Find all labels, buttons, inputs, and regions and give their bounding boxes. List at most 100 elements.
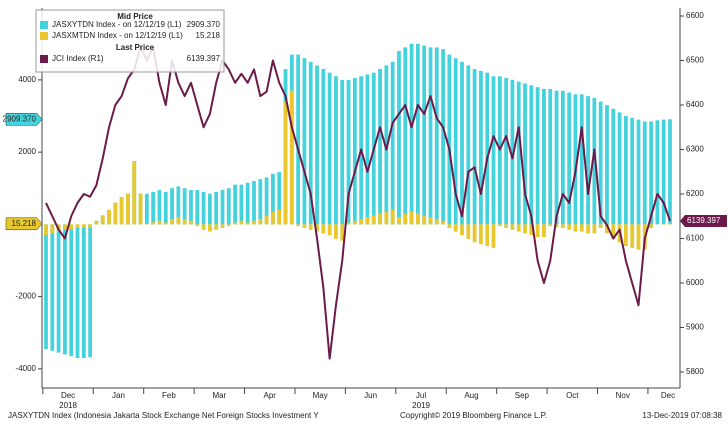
y2-tick-label: 6500 <box>686 56 704 65</box>
bar <box>422 45 427 225</box>
footer-right: 13-Dec-2019 07:08:38 <box>642 411 722 420</box>
bar <box>516 224 521 232</box>
bar <box>611 108 616 225</box>
bar <box>176 186 181 225</box>
bar <box>271 211 275 225</box>
bar <box>81 224 86 228</box>
bar <box>567 92 572 225</box>
bar <box>434 47 439 225</box>
bar <box>334 76 338 225</box>
bar <box>390 61 395 225</box>
x-tick-label: Jul <box>416 391 426 400</box>
bar <box>403 47 408 225</box>
bar <box>447 54 452 225</box>
bar <box>100 215 105 225</box>
legend-value: 15.218 <box>196 31 221 40</box>
bar <box>668 223 672 225</box>
bar <box>50 224 55 351</box>
bar <box>453 224 458 232</box>
bar <box>510 79 515 225</box>
bar <box>460 61 464 225</box>
bar <box>586 224 590 234</box>
bar <box>359 218 364 225</box>
bar <box>308 224 313 230</box>
x-tick-label: May <box>313 391 328 400</box>
bar <box>466 224 471 239</box>
bar <box>460 224 464 236</box>
bar <box>649 224 653 228</box>
bar <box>428 217 433 225</box>
y-tick-label: 4000 <box>18 75 36 84</box>
bar <box>157 220 162 225</box>
bar <box>409 211 414 225</box>
bar <box>119 197 124 225</box>
bar <box>189 220 193 225</box>
bar <box>195 224 200 227</box>
bar <box>107 209 111 225</box>
bar <box>617 112 622 225</box>
bar <box>126 193 130 225</box>
bar <box>485 72 490 225</box>
legend: Mid Price Last Price JASXYTDN Index - on… <box>35 9 225 73</box>
x-tick-label: Apr <box>264 391 277 400</box>
legend-swatch <box>40 32 48 40</box>
x-tick-label: Aug <box>464 391 478 400</box>
bar <box>623 224 628 247</box>
bar <box>239 220 244 225</box>
bar <box>649 121 653 225</box>
bar <box>75 224 80 359</box>
bar <box>277 171 282 225</box>
bar <box>384 211 389 225</box>
bar <box>548 88 553 225</box>
bar <box>535 87 540 225</box>
bar <box>321 69 326 225</box>
bar <box>529 85 534 225</box>
bar <box>491 76 496 225</box>
bar <box>661 119 666 225</box>
bar <box>598 101 603 225</box>
bar <box>315 224 319 232</box>
bar <box>289 90 294 225</box>
bar <box>258 218 263 225</box>
y-tick-label: 2000 <box>18 147 36 156</box>
bar <box>567 224 572 230</box>
x-tick-label: Feb <box>162 391 176 400</box>
bar <box>554 224 559 228</box>
bar <box>579 224 584 232</box>
bar <box>239 184 244 225</box>
bar <box>144 193 149 225</box>
bar <box>441 220 445 225</box>
value-tag <box>5 113 43 126</box>
bar <box>138 193 143 225</box>
bar <box>479 224 483 245</box>
bar <box>542 224 546 238</box>
bar <box>352 78 357 225</box>
bar <box>573 94 578 225</box>
bar <box>403 213 408 225</box>
bar <box>264 177 269 225</box>
bar <box>308 61 313 225</box>
bar <box>523 83 527 225</box>
bar <box>226 224 231 227</box>
bar <box>422 215 427 225</box>
bar <box>170 188 174 225</box>
bar <box>264 215 269 225</box>
bar <box>214 191 219 225</box>
legend-group: Mid Price <box>117 12 153 21</box>
bar <box>315 65 319 225</box>
legend-label: JCI Index (R1) <box>52 54 104 63</box>
bar <box>50 224 55 234</box>
bar <box>63 224 67 230</box>
bar <box>605 105 609 225</box>
bar <box>113 202 118 225</box>
value-tag-label: 15.218 <box>12 219 37 228</box>
footer-center: Copyright© 2019 Bloomberg Finance L.P. <box>400 411 547 420</box>
bar <box>302 224 307 228</box>
bar <box>321 224 326 234</box>
x-tick-label: Jan <box>112 391 125 400</box>
footer-left: JASXYTDN Index (Indonesia Jakarta Stock … <box>8 411 319 420</box>
bar <box>182 218 187 225</box>
bar <box>151 222 156 225</box>
bar <box>346 79 351 225</box>
bar <box>504 78 509 225</box>
